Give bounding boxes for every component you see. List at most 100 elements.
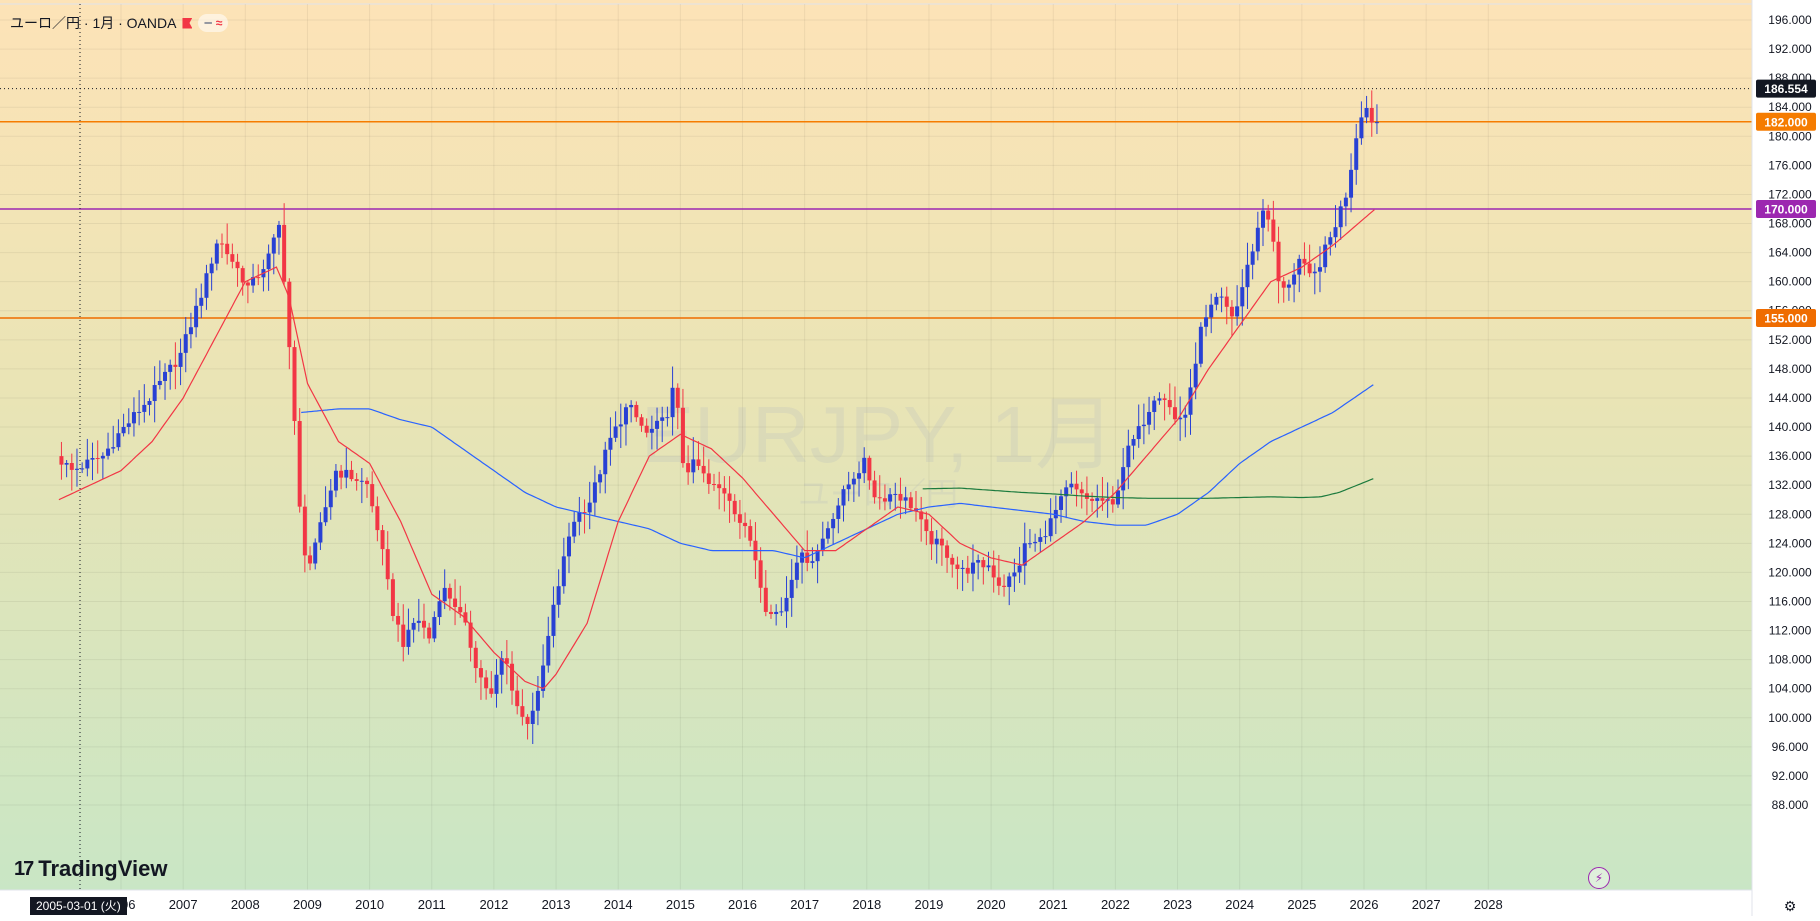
candle-body (1141, 424, 1146, 427)
candle-body (1162, 398, 1167, 401)
candle-body (960, 567, 965, 570)
candle-body (323, 507, 328, 523)
candle-body (1349, 169, 1354, 198)
candle-body (665, 417, 670, 419)
candle-body (209, 263, 214, 274)
candle-body (401, 624, 406, 647)
time-axis[interactable]: 2006200720082009201020112012201320142015… (0, 889, 1752, 912)
candle-body (494, 674, 499, 694)
price-tick-label: 196.000 (1768, 13, 1812, 27)
price-tick-label: 120.000 (1768, 565, 1812, 579)
time-tick-label: 2027 (1412, 897, 1441, 912)
time-axis-panel[interactable] (0, 890, 1752, 916)
price-axis[interactable]: 88.000 92.000 96.000 100.000 104.000 108.000 1… (1751, 0, 1812, 916)
candle-body (1240, 287, 1245, 307)
candle-body (297, 421, 302, 507)
candle-body (406, 629, 411, 647)
level-price-label-text: 182.000 (1764, 115, 1808, 129)
candle-body (142, 404, 147, 412)
candle-body (80, 468, 85, 470)
candle-body (981, 560, 986, 568)
grid-lines (0, 4, 1752, 890)
candle-body (1152, 400, 1157, 412)
candle-body (867, 457, 872, 481)
price-tick-label: 140.000 (1768, 420, 1812, 434)
candle-body (603, 449, 608, 475)
time-tick-label: 2012 (479, 897, 508, 912)
candle-body (100, 455, 105, 459)
candle-body (489, 688, 494, 694)
time-tick-label: 2026 (1350, 897, 1379, 912)
candle-body (1136, 426, 1141, 440)
candle-body (712, 483, 717, 485)
symbol-header[interactable]: ユーロ／円 · 1月 · OANDA ━ ≈ (10, 12, 229, 34)
candle-body (411, 622, 416, 630)
price-tick-label: 184.000 (1768, 100, 1812, 114)
candle-body (282, 224, 287, 282)
tradingview-logo[interactable]: 17 TradingView (14, 856, 167, 882)
candle-body (546, 635, 551, 666)
candle-body (85, 459, 90, 469)
horizontal-levels[interactable] (0, 121, 1752, 319)
candle-body (535, 690, 540, 711)
candle-body (1079, 489, 1084, 494)
time-tick-label: 2017 (790, 897, 819, 912)
candle-body (1090, 498, 1095, 501)
candle-body (1364, 107, 1369, 118)
ma-slow-line (922, 478, 1374, 499)
candle-body (1002, 585, 1007, 587)
candle-body (1374, 122, 1379, 124)
candle-body (499, 658, 504, 675)
candle-body (903, 497, 908, 501)
candle-body (1219, 296, 1224, 298)
candle-body (691, 459, 696, 473)
candle-body (561, 556, 566, 587)
candle-body (1100, 498, 1105, 501)
candle-body (660, 417, 665, 421)
candle-body (375, 506, 380, 531)
flag-icon[interactable] (182, 17, 193, 29)
price-tick-label: 132.000 (1768, 478, 1812, 492)
candle-body (90, 458, 95, 460)
symbol-title[interactable]: ユーロ／円 · 1月 · OANDA (10, 15, 177, 31)
candle-body (515, 690, 520, 707)
candle-body (225, 243, 230, 255)
candle-body (965, 567, 970, 574)
candle-body (939, 538, 944, 546)
candle-body (1059, 496, 1064, 510)
candle-body (970, 562, 975, 574)
candle-body (649, 428, 654, 433)
candle-body (251, 277, 256, 286)
candle-body (1147, 411, 1152, 425)
candles[interactable] (59, 90, 1379, 745)
candle-body (302, 506, 307, 556)
lightning-icon[interactable]: ⚡ (1588, 867, 1610, 889)
candle-body (69, 463, 74, 470)
candle-body (64, 463, 69, 465)
candle-body (116, 433, 121, 448)
candle-body (872, 480, 877, 498)
time-tick-label: 2010 (355, 897, 384, 912)
time-tick-label: 2007 (169, 897, 198, 912)
candle-body (121, 426, 126, 434)
candle-body (846, 484, 851, 490)
price-axis-panel[interactable] (1752, 0, 1820, 916)
candle-body (1188, 387, 1193, 415)
candle-body (634, 404, 639, 418)
candle-body (655, 420, 660, 429)
candle-body (592, 482, 597, 503)
price-tick-label: 172.000 (1768, 187, 1812, 201)
time-tick-label: 2025 (1287, 897, 1316, 912)
candle-body (385, 549, 390, 580)
gear-icon[interactable]: ⚙ (1783, 898, 1797, 914)
crosshair-date-label: 2005-03-01 (火) (30, 897, 127, 915)
indicator-pill[interactable]: ━ ≈ (198, 14, 229, 32)
candle-body (1033, 541, 1038, 544)
candle-body (888, 494, 893, 502)
approx-icon: ≈ (215, 16, 223, 30)
candle-body (1266, 210, 1271, 220)
candle-body (1302, 258, 1307, 264)
candle-body (991, 565, 996, 578)
